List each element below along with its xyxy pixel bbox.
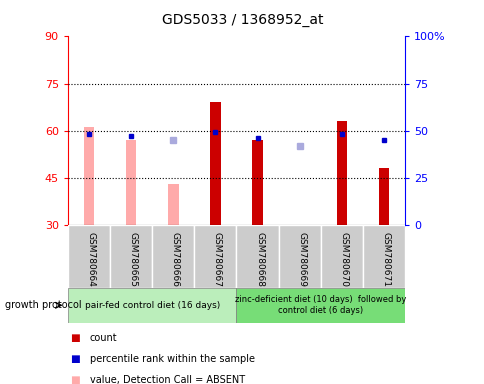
Text: GSM780671: GSM780671 [381, 232, 390, 287]
Text: GDS5033 / 1368952_at: GDS5033 / 1368952_at [162, 13, 322, 27]
Text: GSM780664: GSM780664 [87, 232, 95, 287]
Bar [167, 184, 178, 225]
Text: ■: ■ [70, 354, 80, 364]
Text: GSM780670: GSM780670 [339, 232, 348, 287]
Text: pair-fed control diet (16 days): pair-fed control diet (16 days) [84, 301, 219, 310]
Bar [336, 121, 347, 225]
Text: zinc-deficient diet (10 days)  followed by
control diet (6 days): zinc-deficient diet (10 days) followed b… [235, 295, 406, 315]
Bar [125, 140, 136, 225]
Text: percentile rank within the sample: percentile rank within the sample [90, 354, 254, 364]
Bar [84, 127, 94, 225]
Text: GSM780665: GSM780665 [128, 232, 137, 287]
Bar [236, 225, 278, 288]
Bar [236, 288, 404, 323]
Text: GSM780667: GSM780667 [212, 232, 222, 287]
Text: value, Detection Call = ABSENT: value, Detection Call = ABSENT [90, 375, 244, 384]
Bar [152, 225, 194, 288]
Text: ■: ■ [70, 333, 80, 343]
Text: GSM780666: GSM780666 [170, 232, 180, 287]
Bar [378, 168, 388, 225]
Bar [362, 225, 404, 288]
Bar [194, 225, 236, 288]
Bar [68, 225, 110, 288]
Bar [252, 140, 262, 225]
Text: ■: ■ [70, 375, 80, 384]
Bar [320, 225, 362, 288]
Text: GSM780669: GSM780669 [297, 232, 305, 287]
Bar [110, 225, 152, 288]
Bar [68, 288, 236, 323]
Bar [278, 225, 320, 288]
Text: count: count [90, 333, 117, 343]
Text: GSM780668: GSM780668 [255, 232, 264, 287]
Text: growth protocol: growth protocol [5, 300, 81, 310]
Bar [210, 103, 220, 225]
